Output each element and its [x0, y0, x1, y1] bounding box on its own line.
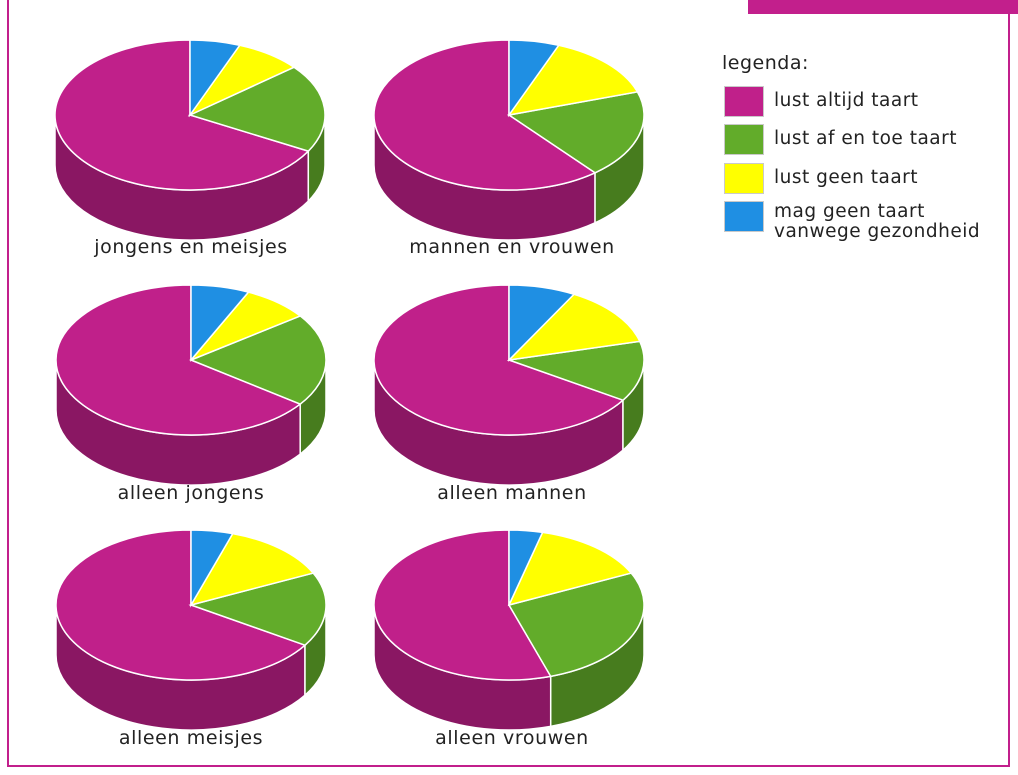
- pie-2-slice-3: [190, 284, 250, 363]
- legend-item-af-en-toe: lust af en toe taart: [724, 124, 957, 155]
- pie-0-slice-3: [189, 39, 241, 118]
- legend-item-gezondheid: mag geen taart vanwege gezondheid: [724, 201, 980, 242]
- pie-chart-3: [373, 284, 645, 486]
- legend-label-geen-taart: lust geen taart: [774, 167, 919, 188]
- pie-5-slice-3: [508, 529, 544, 606]
- pie-chart-0: [54, 39, 326, 241]
- legend-label-lust-altijd: lust altijd taart: [774, 90, 919, 111]
- legend-swatch-geen-taart: [724, 163, 764, 194]
- pie-caption-jongens-en-meisjes: jongens en meisjes: [94, 236, 288, 258]
- pie-caption-alleen-jongens: alleen jongens: [117, 482, 265, 504]
- legend-item-geen-taart: lust geen taart: [724, 163, 918, 194]
- pie-1-slice-2: [507, 44, 639, 117]
- pie-charts: [54, 39, 645, 731]
- pie-3-slice-0: [373, 284, 625, 436]
- pie-4-slice-0: [55, 529, 307, 681]
- pie-chart-5: [373, 529, 645, 731]
- pie-5-slice-1: [507, 572, 645, 678]
- pie-2-slice-0: [55, 284, 302, 436]
- pie-chart-1: [373, 39, 645, 241]
- pie-4-slice-3: [190, 529, 234, 608]
- legend-swatch-lust-altijd: [724, 86, 764, 117]
- legend-title: legenda:: [722, 52, 809, 74]
- pie-1-slice-0: [373, 39, 597, 191]
- frame-tab: [748, 0, 1018, 14]
- pie-4-slice-1: [188, 572, 327, 647]
- pie-1-slice-3: [508, 39, 560, 118]
- pie-3-slice-3: [508, 284, 576, 362]
- pie-3-slice-1: [508, 340, 645, 402]
- legend-swatch-af-en-toe: [724, 124, 764, 155]
- pie-chart-4: [55, 529, 327, 731]
- legend-item-lust-altijd: lust altijd taart: [724, 86, 919, 117]
- legend-swatch-gezondheid: [724, 201, 764, 232]
- pie-3-slice-2: [506, 293, 641, 362]
- pie-caption-alleen-meisjes: alleen meisjes: [118, 727, 264, 749]
- pie-0-slice-1: [187, 66, 326, 152]
- pie-caption-alleen-vrouwen: alleen vrouwen: [435, 727, 589, 749]
- pie-4-slice-2: [189, 532, 315, 607]
- legend-label-gezondheid: mag geen taart vanwege gezondheid: [774, 201, 981, 242]
- pie-caption-alleen-mannen: alleen mannen: [437, 482, 587, 504]
- pie-chart-2: [55, 284, 327, 486]
- pie-caption-mannen-en-vrouwen: mannen en vrouwen: [409, 236, 615, 258]
- pie-5-slice-2: [507, 531, 633, 607]
- pie-2-slice-1: [188, 315, 327, 405]
- pie-5-slice-0: [373, 529, 552, 681]
- legend-label-af-en-toe: lust af en toe taart: [774, 128, 957, 149]
- pie-0-slice-0: [54, 39, 310, 191]
- pie-1-slice-1: [507, 90, 645, 174]
- frame-border: [7, 0, 1010, 767]
